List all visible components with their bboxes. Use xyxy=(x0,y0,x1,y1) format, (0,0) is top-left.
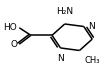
Text: CH₃: CH₃ xyxy=(85,56,100,65)
Text: H₂N: H₂N xyxy=(56,7,73,16)
Text: N: N xyxy=(88,22,95,31)
Text: N: N xyxy=(57,54,64,63)
Text: HO: HO xyxy=(3,23,17,32)
Text: O: O xyxy=(10,40,17,49)
